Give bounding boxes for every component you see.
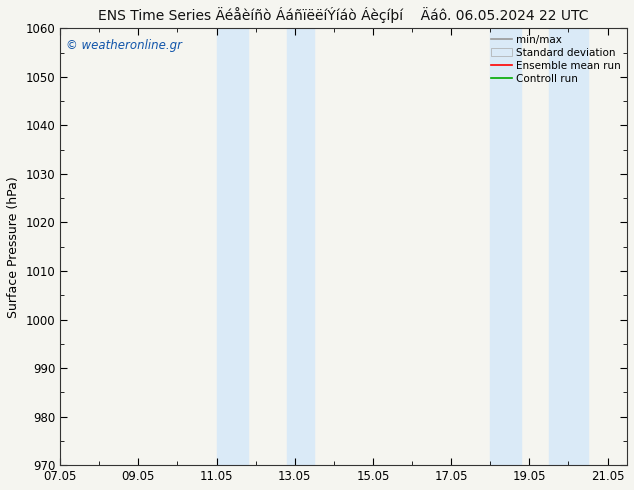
- Bar: [549, 28, 588, 465]
- Y-axis label: Surface Pressure (hPa): Surface Pressure (hPa): [7, 176, 20, 318]
- Legend: min/max, Standard deviation, Ensemble mean run, Controll run: min/max, Standard deviation, Ensemble me…: [487, 30, 625, 88]
- Text: © weatheronline.gr: © weatheronline.gr: [66, 39, 182, 52]
- Bar: [287, 28, 314, 465]
- Title: ENS Time Series Äéåèíñò ÁáñïëëíÝíáò Áèçíþí    Äáô. 06.05.2024 22 UTC: ENS Time Series Äéåèíñò ÁáñïëëíÝíáò Áèçí…: [98, 7, 589, 23]
- Bar: [490, 28, 522, 465]
- Bar: [216, 28, 248, 465]
